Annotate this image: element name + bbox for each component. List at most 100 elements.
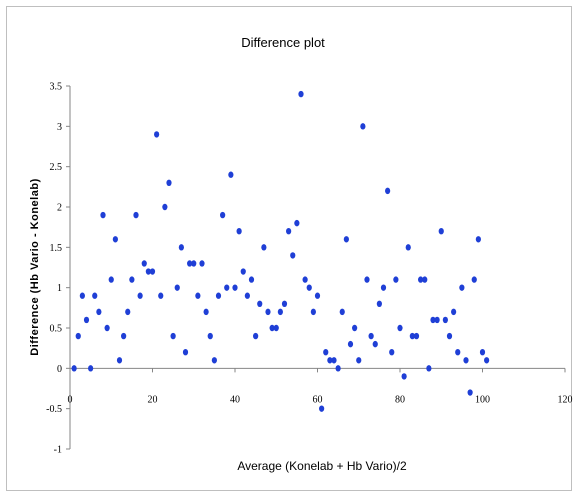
data-point bbox=[327, 357, 333, 364]
data-point bbox=[298, 90, 304, 98]
data-point bbox=[104, 324, 110, 332]
data-point bbox=[376, 300, 382, 307]
y-tick-label: 3.5 bbox=[50, 82, 63, 93]
x-tick-label: 80 bbox=[395, 394, 405, 405]
data-point bbox=[467, 389, 473, 396]
data-point bbox=[347, 340, 354, 348]
data-point bbox=[174, 284, 180, 291]
data-point bbox=[158, 292, 164, 299]
data-point bbox=[261, 244, 267, 251]
y-tick-label: 2 bbox=[57, 203, 62, 214]
data-point bbox=[405, 244, 411, 251]
chart-frame bbox=[6, 6, 572, 491]
y-tick-label: -0.5 bbox=[46, 404, 62, 415]
data-point bbox=[129, 276, 135, 283]
data-point bbox=[331, 357, 337, 364]
chart-title: Difference plot bbox=[241, 35, 325, 50]
data-point bbox=[248, 276, 255, 283]
data-point bbox=[182, 349, 189, 356]
data-point bbox=[178, 244, 184, 251]
data-point bbox=[133, 211, 139, 219]
data-point bbox=[145, 268, 151, 275]
data-point bbox=[356, 357, 362, 364]
data-point bbox=[451, 308, 457, 316]
data-point bbox=[438, 228, 444, 235]
data-point bbox=[215, 292, 222, 299]
data-points bbox=[71, 90, 490, 412]
data-point bbox=[479, 349, 486, 356]
data-point bbox=[257, 300, 263, 307]
data-point bbox=[306, 284, 312, 291]
data-point bbox=[166, 179, 172, 186]
data-point bbox=[228, 171, 234, 178]
y-tick-label: 1.5 bbox=[50, 243, 63, 254]
data-point bbox=[442, 316, 448, 324]
data-point bbox=[116, 357, 123, 364]
data-point bbox=[236, 228, 242, 235]
data-point bbox=[203, 308, 209, 316]
y-tick-label: 0 bbox=[57, 364, 62, 375]
data-point bbox=[475, 236, 481, 243]
data-point bbox=[273, 324, 279, 332]
data-point bbox=[244, 292, 250, 299]
data-point bbox=[75, 332, 81, 340]
data-point bbox=[92, 292, 98, 299]
data-point bbox=[149, 268, 156, 275]
data-point bbox=[277, 308, 283, 316]
data-point bbox=[207, 332, 213, 340]
data-point bbox=[240, 268, 246, 275]
data-point bbox=[409, 332, 415, 340]
data-point bbox=[484, 357, 490, 364]
data-point bbox=[413, 332, 420, 340]
data-point bbox=[224, 284, 230, 291]
data-point bbox=[426, 365, 432, 372]
data-point bbox=[112, 236, 118, 243]
data-point bbox=[232, 284, 238, 291]
data-point bbox=[162, 203, 168, 211]
data-point bbox=[302, 276, 308, 283]
data-point bbox=[199, 260, 205, 267]
data-point bbox=[418, 276, 424, 283]
y-tick-label: 1 bbox=[57, 283, 62, 294]
data-point bbox=[319, 405, 325, 412]
data-point bbox=[154, 131, 160, 138]
data-point bbox=[100, 211, 106, 219]
data-point bbox=[455, 349, 461, 356]
data-point bbox=[294, 219, 300, 227]
data-point bbox=[253, 332, 259, 340]
data-point bbox=[314, 292, 321, 299]
data-point bbox=[195, 292, 201, 299]
data-point bbox=[286, 228, 292, 235]
x-tick-label: 60 bbox=[313, 394, 323, 405]
data-point bbox=[323, 349, 329, 356]
y-axis-label: Difference (Hb Vario - Konelab) bbox=[29, 178, 41, 355]
data-point bbox=[459, 284, 465, 291]
data-point bbox=[220, 211, 226, 219]
data-point bbox=[360, 123, 366, 130]
data-point bbox=[389, 349, 395, 356]
data-point bbox=[191, 260, 197, 267]
data-point bbox=[170, 332, 176, 340]
data-point bbox=[83, 316, 90, 324]
data-point bbox=[335, 365, 341, 372]
x-ticks: 0 20 40 60 80 100 120 bbox=[68, 368, 573, 405]
data-point bbox=[211, 357, 217, 364]
data-point bbox=[446, 332, 453, 340]
x-tick-label: 100 bbox=[475, 394, 490, 405]
data-point bbox=[430, 316, 436, 324]
y-ticks: -1 -0.5 0 0.5 1 1.5 2 2.5 3 3.5 bbox=[46, 82, 70, 456]
x-tick-label: 20 bbox=[148, 394, 158, 405]
x-tick-label: 40 bbox=[230, 394, 240, 405]
data-point bbox=[281, 300, 288, 307]
data-point bbox=[71, 365, 77, 372]
y-tick-label: 0.5 bbox=[50, 324, 63, 335]
data-point bbox=[88, 365, 94, 372]
data-point bbox=[96, 308, 102, 316]
data-point bbox=[108, 276, 114, 283]
data-point bbox=[269, 324, 275, 332]
data-point bbox=[463, 357, 469, 364]
data-point bbox=[187, 260, 193, 267]
data-point bbox=[352, 324, 358, 332]
data-point bbox=[471, 276, 477, 283]
